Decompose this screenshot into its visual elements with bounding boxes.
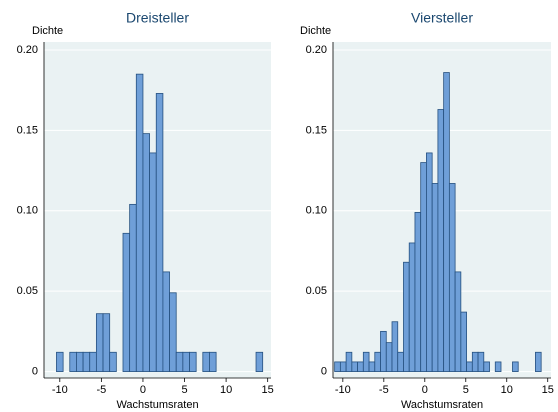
- bar: [155, 93, 164, 372]
- x-tick-label: -10: [52, 384, 68, 396]
- bar: [385, 342, 393, 372]
- bar: [483, 361, 490, 372]
- bar: [142, 133, 151, 372]
- bar: [209, 351, 217, 372]
- chart-title: Viersteller: [411, 10, 473, 26]
- bar: [397, 351, 404, 372]
- y-tick-label: 0: [321, 365, 327, 377]
- bar: [460, 311, 467, 372]
- bar: [149, 152, 157, 372]
- y-tick-label: 0: [32, 365, 38, 377]
- bar: [535, 351, 542, 372]
- bar: [437, 109, 445, 372]
- bar: [443, 72, 450, 372]
- y-axis-label: Dichte: [300, 25, 331, 37]
- bar: [431, 183, 439, 372]
- bar: [391, 321, 399, 372]
- x-tick-label: 0: [422, 384, 428, 396]
- bar: [494, 361, 502, 372]
- bar: [374, 351, 381, 372]
- x-tick-label: 15: [542, 384, 554, 396]
- bar: [102, 313, 111, 372]
- y-tick-label: 0.20: [17, 44, 38, 56]
- bar: [82, 351, 91, 372]
- bar: [414, 212, 422, 372]
- bar: [408, 242, 416, 372]
- bar: [426, 152, 433, 372]
- bar: [380, 330, 387, 372]
- bar: [122, 232, 131, 372]
- bar: [76, 351, 84, 372]
- x-tick-label: 5: [463, 384, 469, 396]
- bar: [175, 351, 184, 372]
- x-tick-label: -5: [379, 384, 389, 396]
- bar: [182, 351, 190, 372]
- bar: [89, 351, 97, 372]
- bar: [477, 351, 485, 372]
- x-tick-label: 0: [140, 384, 146, 396]
- bar: [362, 351, 370, 372]
- y-tick-label: 0.10: [17, 205, 38, 217]
- x-tick-label: 15: [262, 384, 274, 396]
- bar: [471, 351, 479, 372]
- bar: [135, 73, 144, 372]
- bar: [162, 271, 170, 372]
- bar: [339, 361, 347, 372]
- y-tick-label: 0.05: [17, 285, 38, 297]
- bar: [512, 361, 519, 372]
- bar: [95, 313, 104, 372]
- bar: [334, 361, 341, 372]
- chart-title: Dreisteller: [126, 10, 189, 26]
- bar: [351, 361, 358, 372]
- x-axis-label: Wachstumsraten: [401, 399, 483, 411]
- bar: [69, 351, 77, 372]
- bar: [448, 183, 456, 372]
- x-tick-label: 10: [501, 384, 513, 396]
- y-tick-label: 0.15: [306, 124, 327, 136]
- bar: [109, 351, 117, 372]
- bar: [202, 351, 210, 372]
- bar: [169, 292, 177, 372]
- bar: [357, 361, 364, 372]
- y-tick-label: 0.10: [306, 205, 327, 217]
- bar: [255, 351, 264, 372]
- bar: [368, 361, 376, 372]
- x-tick-label: 10: [220, 384, 232, 396]
- bar: [403, 261, 410, 372]
- bar: [454, 271, 462, 372]
- bar: [189, 351, 197, 372]
- x-tick-label: -5: [96, 384, 106, 396]
- bar: [129, 203, 137, 372]
- bar: [345, 351, 353, 372]
- y-axis-label: Dichte: [32, 25, 63, 37]
- y-tick-label: 0.05: [306, 285, 327, 297]
- x-tick-label: 5: [181, 384, 187, 396]
- y-tick-label: 0.20: [306, 44, 327, 56]
- y-tick-label: 0.15: [17, 124, 38, 136]
- bar: [56, 351, 64, 372]
- x-tick-label: -10: [335, 384, 351, 396]
- bar: [420, 162, 427, 372]
- x-axis-label: Wachstumsraten: [116, 399, 198, 411]
- bar: [466, 361, 473, 372]
